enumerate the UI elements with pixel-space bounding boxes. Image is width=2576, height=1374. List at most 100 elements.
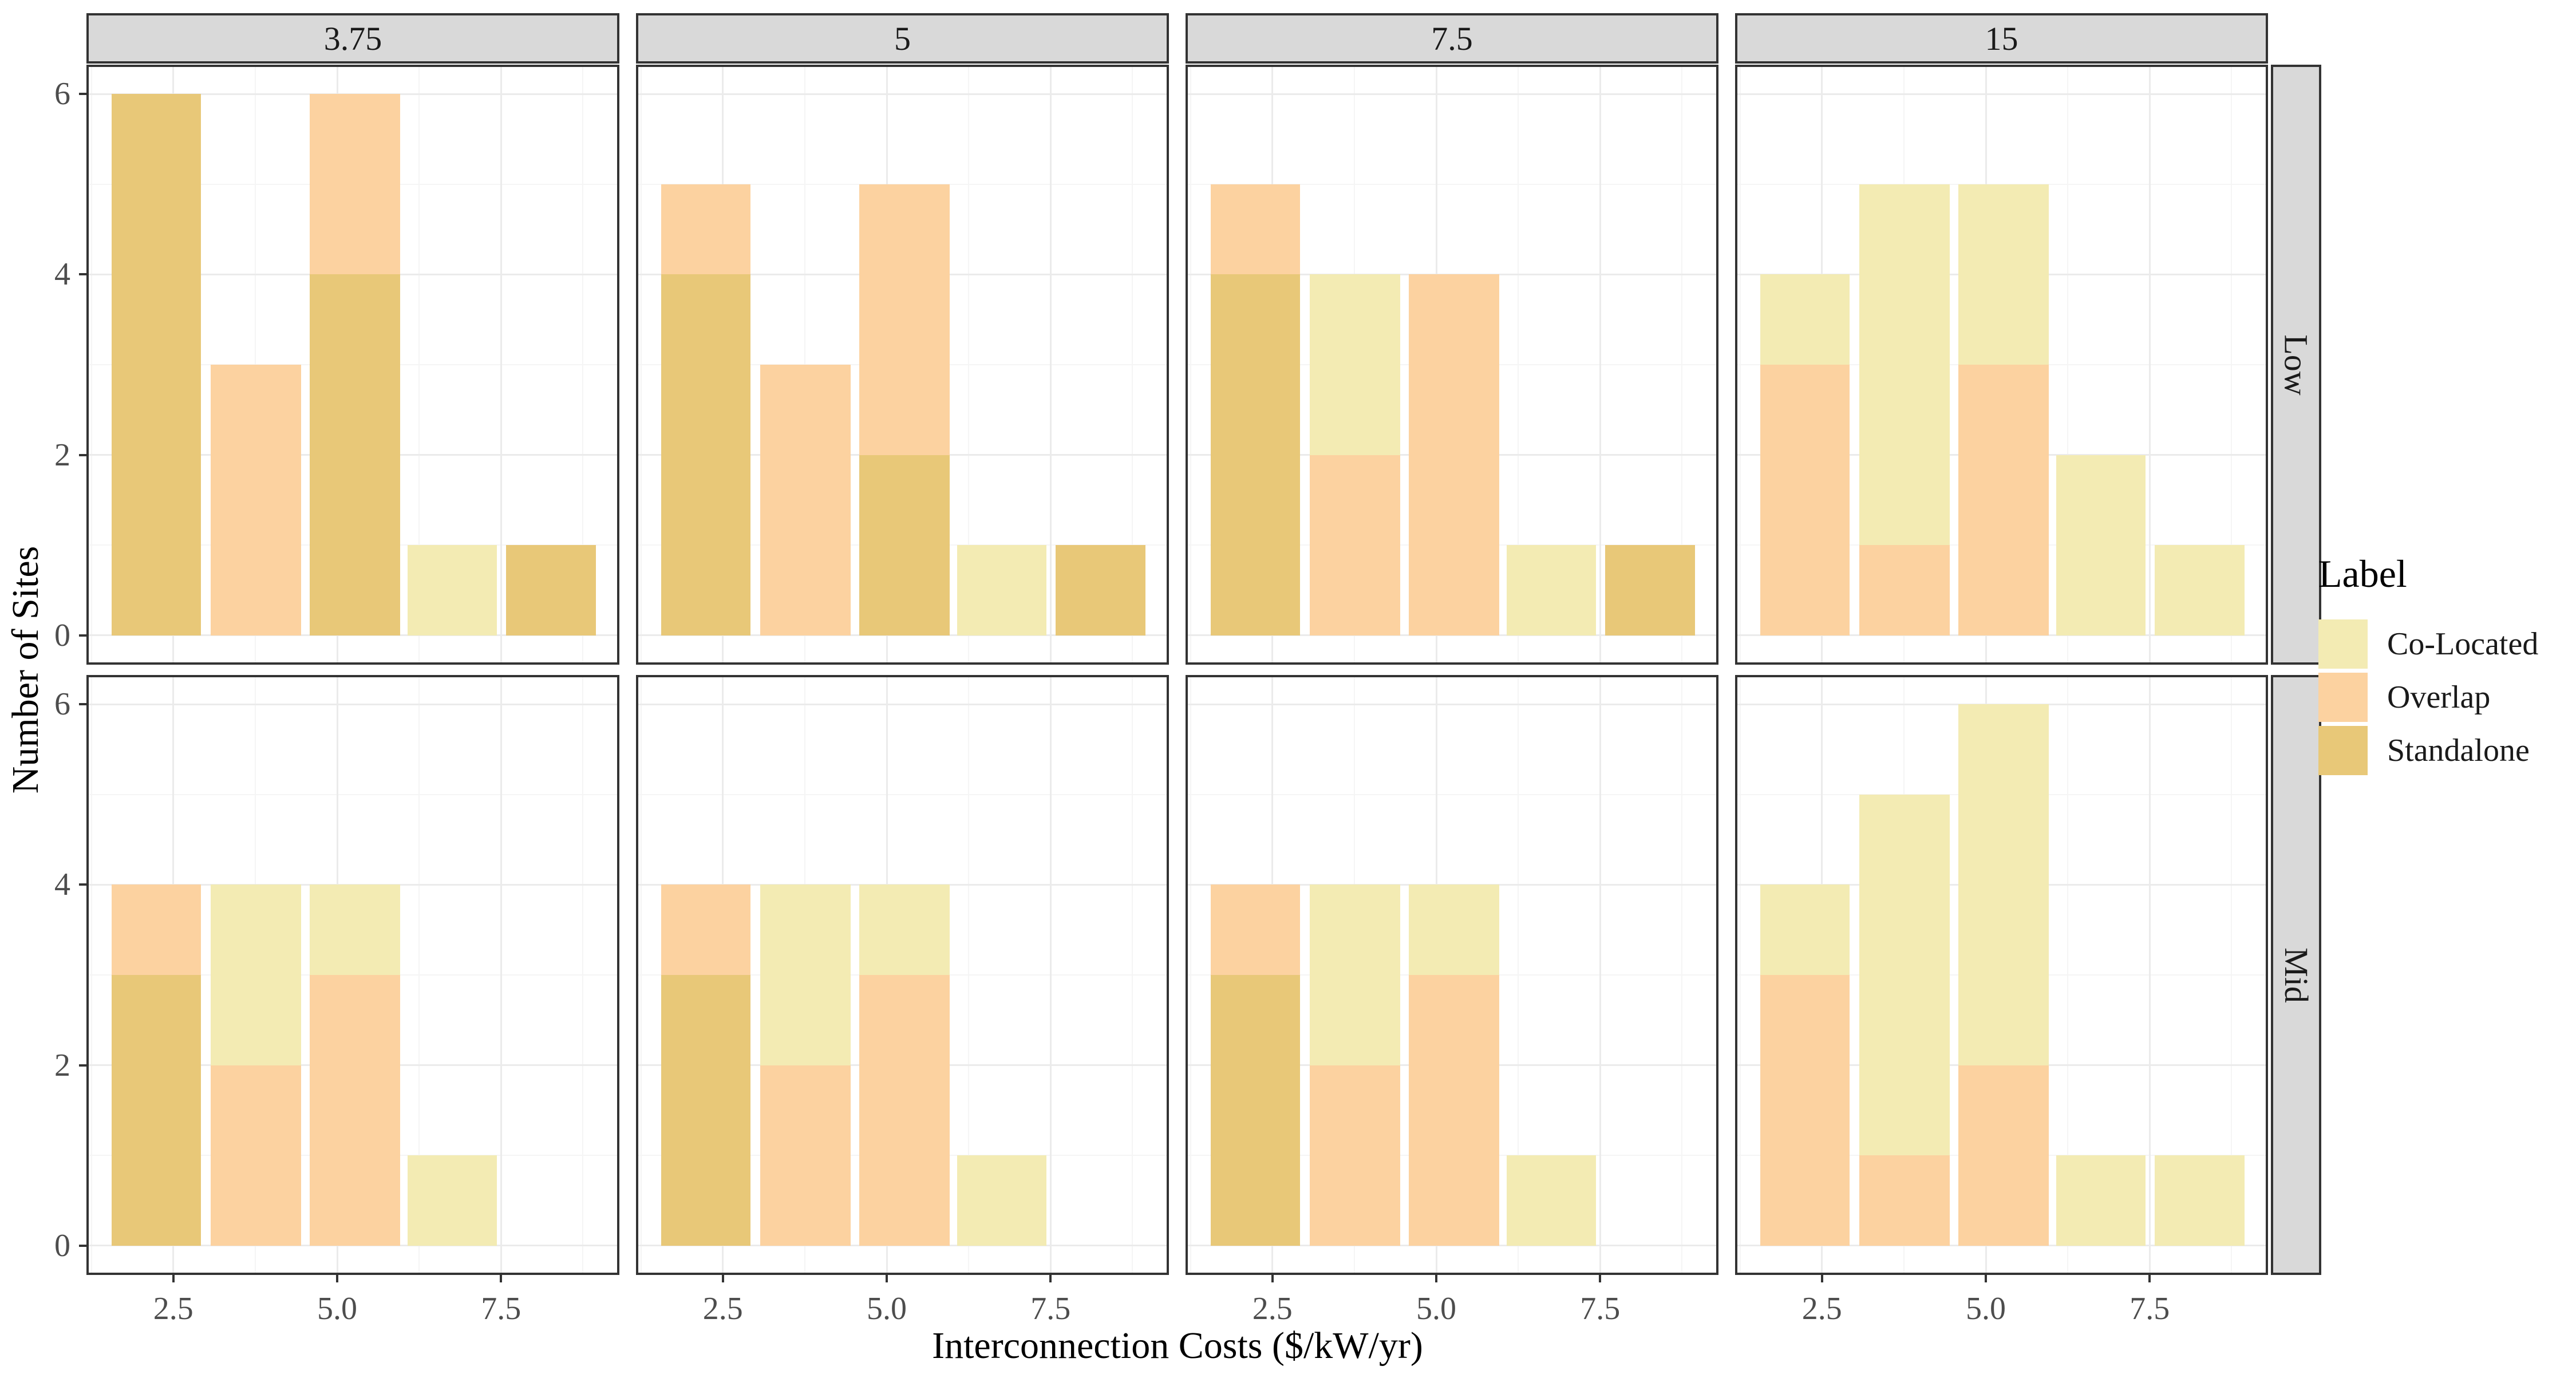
gridline-y-major: [89, 703, 617, 705]
gridline-y-major: [1188, 703, 1716, 705]
x-tick-label: 5.0: [867, 1291, 907, 1326]
gridline-x-minor: [1190, 677, 1191, 1273]
y-tick-mark: [79, 1244, 86, 1247]
bar-segment-overlap: [1760, 365, 1850, 635]
bar-segment-co-located: [407, 545, 497, 635]
gridline-y-minor: [1188, 793, 1716, 795]
column-strip-3.75: 3.75: [86, 13, 619, 64]
bar-segment-co-located: [1310, 274, 1401, 455]
gridline-x-minor: [1518, 67, 1519, 662]
bar-segment-overlap: [1310, 455, 1401, 635]
x-tick-mark: [886, 1275, 888, 1282]
bar-segment-overlap: [211, 1065, 302, 1246]
bar-segment-standalone: [661, 975, 750, 1246]
x-tick-mark: [1985, 1275, 1988, 1282]
y-tick-label: 0: [54, 1227, 70, 1264]
x-tick-mark: [1435, 1275, 1438, 1282]
x-tick-label: 7.5: [481, 1291, 521, 1326]
legend-swatch-standalone: [2318, 726, 2368, 775]
gridline-x-minor: [1132, 67, 1133, 662]
gridline-x-minor: [968, 67, 970, 662]
bar-segment-overlap: [1408, 975, 1499, 1246]
bar-segment-co-located: [2155, 545, 2245, 635]
bar-segment-overlap: [1958, 1065, 2049, 1246]
gridline-x-minor: [968, 677, 970, 1273]
bar-segment-overlap: [661, 184, 750, 275]
bar-segment-overlap: [309, 94, 400, 275]
bar-segment-co-located: [957, 545, 1047, 635]
x-tick-label: 5.0: [1416, 1291, 1457, 1326]
gridline-y-major: [89, 1245, 617, 1247]
column-strip-15: 15: [1735, 13, 2268, 64]
bar-segment-overlap: [309, 975, 400, 1246]
gridline-x-minor: [90, 67, 92, 662]
bar-segment-co-located: [957, 1155, 1047, 1246]
row-strip-Mid: Mid: [2271, 675, 2321, 1275]
facet-panel-5-Low: [636, 65, 1169, 665]
facet-panel-7.5-Mid: [1186, 675, 1718, 1275]
bar-segment-co-located: [2056, 455, 2146, 635]
bar-segment-standalone: [309, 274, 400, 635]
bar-segment-co-located: [1310, 885, 1401, 1065]
gridline-x-major: [2148, 677, 2151, 1273]
bar-segment-overlap: [1408, 274, 1499, 635]
facet-panel-5-Mid: [636, 675, 1169, 1275]
facet-panel-3.75-Low: [86, 65, 619, 665]
bar-segment-overlap: [1760, 975, 1850, 1246]
row-strip-Low: Low: [2271, 65, 2321, 665]
x-tick-label: 5.0: [1966, 1291, 2006, 1326]
gridline-x-minor: [1739, 677, 1741, 1273]
gridline-x-major: [500, 677, 502, 1273]
facet-panel-15-Low: [1735, 65, 2268, 665]
gridline-x-minor: [2067, 677, 2069, 1273]
gridline-y-major: [638, 634, 1167, 637]
bar-segment-standalone: [1605, 545, 1696, 635]
gridline-y-major: [638, 93, 1167, 95]
bar-segment-co-located: [760, 885, 851, 1065]
gridline-x-minor: [1681, 677, 1683, 1273]
x-tick-label: 2.5: [1801, 1291, 1842, 1326]
x-tick-mark: [500, 1275, 503, 1282]
x-tick-mark: [2148, 1275, 2151, 1282]
gridline-x-minor: [640, 677, 642, 1273]
y-tick-mark: [79, 453, 86, 456]
x-tick-mark: [1599, 1275, 1602, 1282]
y-tick-mark: [79, 273, 86, 276]
y-tick-mark: [79, 883, 86, 886]
bar-segment-co-located: [1859, 184, 1950, 546]
bar-segment-overlap: [760, 365, 851, 635]
gridline-x-minor: [1681, 67, 1683, 662]
gridline-y-major: [638, 703, 1167, 705]
y-tick-label: 2: [54, 1047, 70, 1083]
gridline-x-minor: [2231, 677, 2233, 1273]
bar-segment-co-located: [211, 885, 302, 1065]
bar-segment-overlap: [1310, 1065, 1401, 1246]
bar-segment-overlap: [1958, 365, 2049, 635]
bar-segment-overlap: [1211, 184, 1300, 275]
gridline-y-major: [1188, 93, 1716, 95]
x-tick-mark: [1271, 1275, 1274, 1282]
gridline-x-minor: [418, 677, 420, 1273]
bar-segment-co-located: [1760, 274, 1850, 365]
bar-segment-overlap: [211, 365, 302, 635]
x-tick-mark: [336, 1275, 339, 1282]
bar-segment-overlap: [1859, 1155, 1950, 1246]
bar-segment-standalone: [506, 545, 596, 635]
gridline-y-major: [1737, 1245, 2266, 1247]
gridline-x-minor: [640, 67, 642, 662]
legend-title: Label: [2318, 552, 2407, 595]
x-tick-label: 7.5: [1580, 1291, 1621, 1326]
gridline-y-major: [1737, 93, 2266, 95]
y-tick-mark: [79, 634, 86, 637]
gridline-x-major: [1599, 677, 1601, 1273]
legend-item-label: Overlap: [2387, 680, 2491, 715]
gridline-x-minor: [2067, 67, 2069, 662]
facet-panel-7.5-Low: [1186, 65, 1718, 665]
bar-segment-co-located: [1506, 545, 1597, 635]
gridline-y-major: [1737, 634, 2266, 637]
y-tick-mark: [79, 703, 86, 706]
facet-panel-15-Mid: [1735, 675, 2268, 1275]
bar-segment-standalone: [859, 455, 950, 635]
bar-segment-co-located: [1859, 794, 1950, 1156]
